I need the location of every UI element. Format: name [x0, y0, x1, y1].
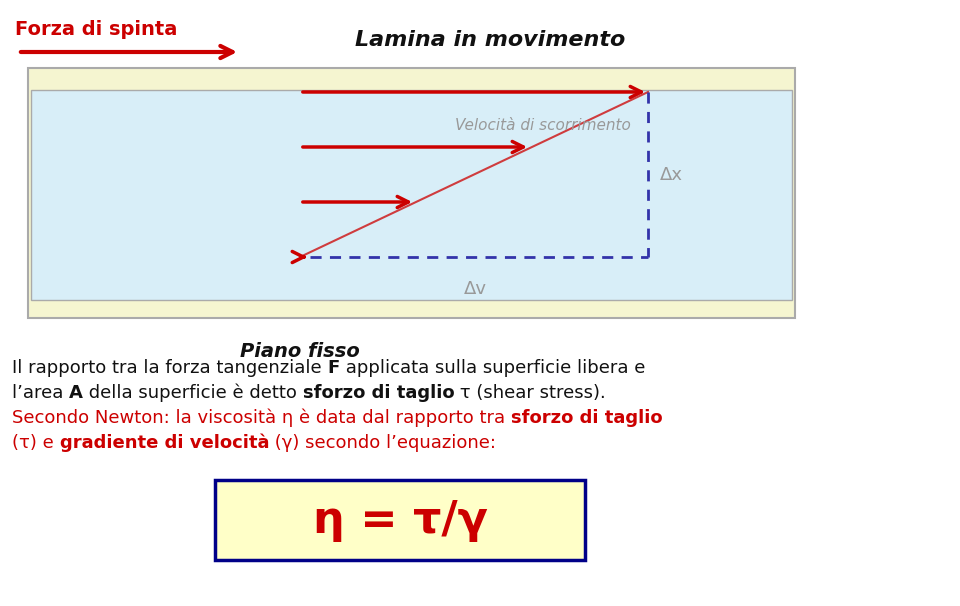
- Text: Velocità di scorrimento: Velocità di scorrimento: [455, 118, 631, 133]
- Text: F: F: [327, 359, 340, 377]
- Text: τ (shear stress).: τ (shear stress).: [454, 384, 606, 402]
- Bar: [215, 480, 585, 560]
- Text: Il rapporto tra la forza tangenziale: Il rapporto tra la forza tangenziale: [12, 359, 327, 377]
- Text: Δv: Δv: [464, 280, 487, 298]
- Text: Forza di spinta: Forza di spinta: [15, 20, 178, 39]
- Text: (γ) secondo l’equazione:: (γ) secondo l’equazione:: [269, 434, 496, 452]
- Text: Δx: Δx: [660, 166, 683, 184]
- Text: sforzo di taglio: sforzo di taglio: [511, 409, 662, 427]
- Text: (τ) e: (τ) e: [12, 434, 60, 452]
- Text: della superficie è detto: della superficie è detto: [83, 384, 302, 402]
- Text: applicata sulla superficie libera e: applicata sulla superficie libera e: [340, 359, 645, 377]
- Text: Secondo Newton: la viscosità η è data dal rapporto tra: Secondo Newton: la viscosità η è data da…: [12, 409, 511, 427]
- Text: A: A: [69, 384, 83, 402]
- Text: Piano fisso: Piano fisso: [240, 342, 360, 361]
- Bar: [28, 68, 795, 318]
- Text: Lamina in movimento: Lamina in movimento: [355, 30, 625, 50]
- Text: gradiente di velocità: gradiente di velocità: [60, 434, 269, 452]
- Bar: [31, 90, 792, 300]
- Text: sforzo di taglio: sforzo di taglio: [302, 384, 454, 402]
- Text: η = τ/γ: η = τ/γ: [313, 499, 488, 542]
- Text: l’area: l’area: [12, 384, 69, 402]
